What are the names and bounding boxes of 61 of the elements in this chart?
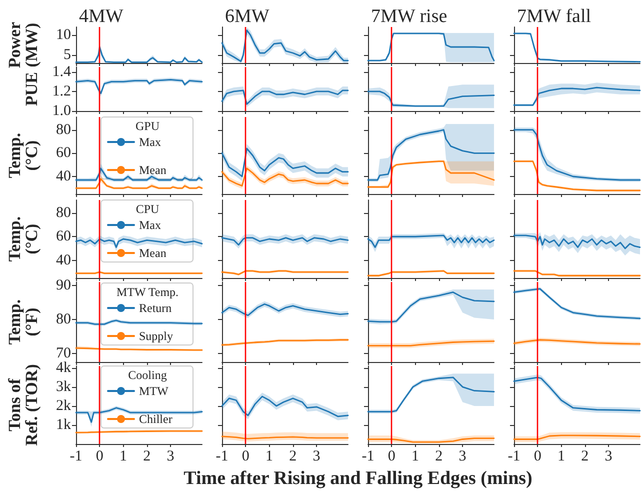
legend-label: Chiller (139, 412, 172, 426)
x-tick-label: -1 (216, 448, 228, 464)
legend-label: Mean (139, 163, 166, 177)
y-tick-label: 1.0 (52, 103, 71, 119)
x-tick-label: 2 (435, 448, 443, 464)
y-tick-label: 80 (56, 205, 71, 221)
y-axis-title: Tons of Ref. (TOR) (5, 364, 41, 446)
y-tick-label: 90 (56, 277, 71, 294)
legend-label: Return (139, 301, 172, 315)
chart-title: 4MW (79, 6, 124, 27)
legend-label: Max (139, 135, 161, 149)
y-tick-label: 40 (56, 168, 71, 184)
y-tick-label: 1.4 (52, 64, 72, 80)
y-tick-label: 10 (56, 27, 71, 43)
y-axis-title: Temp. (°F) (5, 299, 41, 345)
x-tick-label: 0 (534, 448, 542, 464)
y-tick-label: 1k (56, 416, 72, 433)
x-tick-label: 0 (96, 448, 104, 464)
x-tick-label: 3 (604, 448, 612, 464)
chart-title: 6MW (225, 6, 270, 27)
x-tick-label: 3 (312, 448, 320, 464)
x-tick-label: -1 (508, 448, 520, 464)
legend-title: CPU (136, 202, 160, 216)
legend-label: Supply (139, 329, 174, 343)
y-axis-title: Temp. (°C) (5, 132, 41, 178)
y-tick-label: 60 (56, 145, 71, 162)
x-tick-label: 1 (558, 448, 566, 464)
x-tick-label: 1 (266, 448, 274, 464)
y-tick-label: 60 (56, 228, 71, 245)
x-tick-label: -1 (362, 448, 374, 464)
x-tick-label: 2 (289, 448, 297, 464)
y-tick-label: 80 (56, 311, 71, 328)
legend-title: Cooling (128, 368, 167, 382)
x-tick-label: -1 (70, 448, 82, 464)
x-axis-title: Time after Rising and Falling Edges (mins) (182, 468, 534, 490)
x-tick-label: 2 (143, 448, 151, 464)
y-tick-label: 3k (56, 378, 72, 395)
y-tick-label: 40 (56, 252, 71, 268)
y-axis-title: Power (MW) (5, 21, 41, 68)
x-tick-label: 0 (388, 448, 396, 464)
x-tick-label: 3 (166, 448, 174, 464)
chart-title: 7MW fall (517, 6, 592, 27)
y-tick-label: 70 (56, 345, 71, 362)
x-tick-label: 0 (242, 448, 250, 464)
chart-title: 7MW rise (371, 6, 448, 27)
legend-title: GPU (135, 119, 160, 133)
x-tick-label: 1 (120, 448, 128, 464)
legend-title: MTW Temp. (116, 285, 179, 299)
y-tick-label: 1.2 (52, 83, 71, 100)
x-tick-label: 2 (581, 448, 589, 464)
x-tick-label: 1 (412, 448, 420, 464)
y-axis-title: PUE (22, 72, 41, 106)
y-tick-label: 4k (56, 360, 72, 376)
legend-label: MTW (139, 384, 169, 398)
y-tick-label: 2k (56, 398, 72, 414)
y-axis-title: Temp. (°C) (5, 216, 41, 262)
legend-label: Max (139, 218, 161, 232)
y-tick-label: 80 (56, 122, 71, 138)
legend-label: Mean (139, 246, 166, 260)
y-tick-label: 5 (64, 47, 71, 63)
x-tick-label: 3 (458, 448, 466, 464)
